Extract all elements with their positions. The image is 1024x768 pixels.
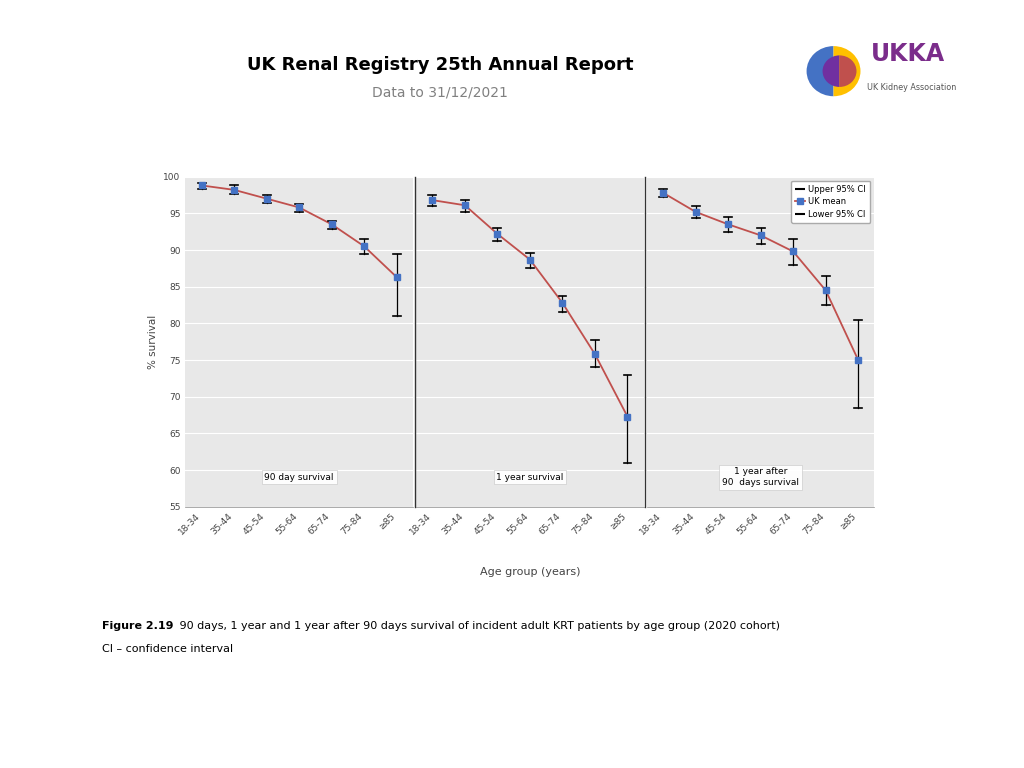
Text: CI – confidence interval: CI – confidence interval	[102, 644, 233, 654]
Text: 1 year survival: 1 year survival	[497, 472, 563, 482]
Text: 1 year after
90  days survival: 1 year after 90 days survival	[722, 468, 799, 487]
Wedge shape	[807, 46, 834, 96]
Wedge shape	[822, 55, 840, 87]
Wedge shape	[840, 55, 856, 87]
Text: 90 day survival: 90 day survival	[264, 472, 334, 482]
Y-axis label: % survival: % survival	[147, 315, 158, 369]
Legend: Upper 95% CI, UK mean, Lower 95% CI: Upper 95% CI, UK mean, Lower 95% CI	[791, 180, 870, 223]
Wedge shape	[834, 46, 860, 96]
Text: Figure 2.19: Figure 2.19	[102, 621, 174, 631]
Text: Data to 31/12/2021: Data to 31/12/2021	[373, 85, 508, 99]
Text: UK Kidney Association: UK Kidney Association	[867, 84, 956, 92]
Text: UKKA: UKKA	[870, 42, 944, 67]
Text: 90 days, 1 year and 1 year after 90 days survival of incident adult KRT patients: 90 days, 1 year and 1 year after 90 days…	[176, 621, 780, 631]
Text: UK Renal Registry 25th Annual Report: UK Renal Registry 25th Annual Report	[247, 56, 634, 74]
Text: Age group (years): Age group (years)	[479, 567, 581, 578]
